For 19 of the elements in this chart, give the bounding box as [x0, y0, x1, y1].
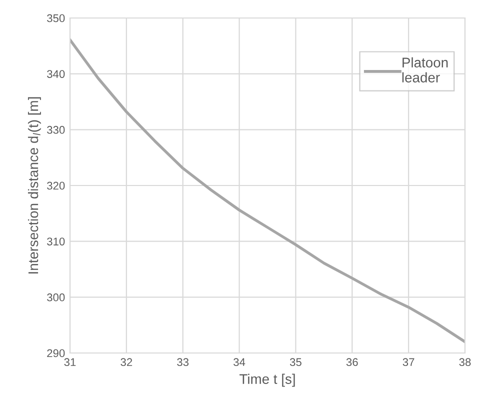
line-series — [70, 38, 465, 344]
y-tick-label: 290 — [47, 349, 65, 358]
y-tick-label: 320 — [47, 182, 65, 190]
y-tick-label: 330 — [47, 126, 65, 134]
x-tick-label: 34 — [234, 358, 246, 366]
x-tick-label: 37 — [402, 358, 414, 366]
y-tick-label: 300 — [47, 293, 65, 302]
legend-label: Platoon leader — [402, 57, 448, 82]
x-tick-label: 32 — [120, 358, 132, 366]
y-tick-label: 350 — [47, 14, 65, 22]
x-tick-label: 31 — [64, 358, 76, 366]
x-tick-label: 33 — [177, 358, 189, 366]
x-axis-title: Time t [s] — [240, 374, 295, 387]
x-tick-label: 38 — [459, 358, 471, 366]
x-tick-label: 35 — [290, 358, 302, 366]
x-tick-label: 36 — [346, 358, 358, 366]
y-tick-label: 310 — [47, 238, 65, 246]
y-tick-label: 340 — [47, 70, 65, 78]
y-axis-title: Intersection distance d$_{l}$(t) [m] — [28, 97, 41, 274]
